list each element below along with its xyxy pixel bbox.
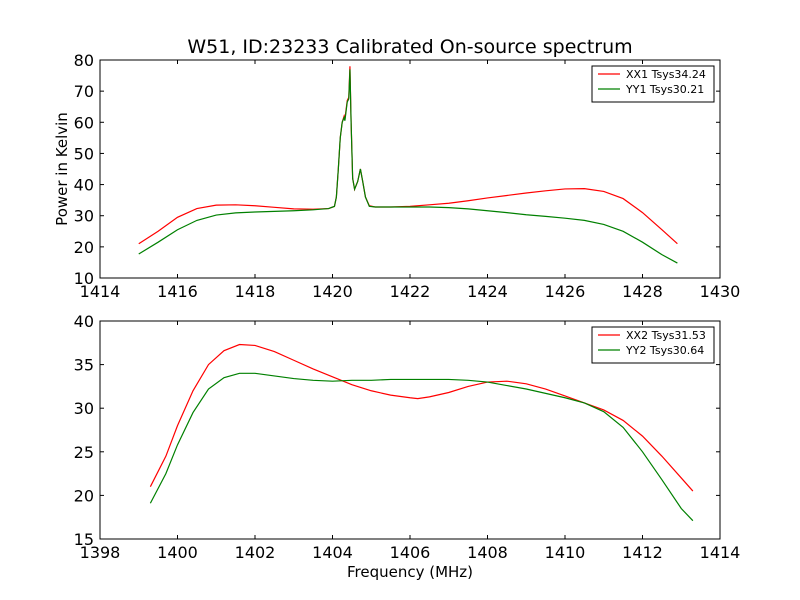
x-tick-label: 1416: [157, 282, 198, 301]
x-tick-label: 1410: [545, 543, 586, 562]
y-tick-label: 80: [74, 51, 94, 70]
x-tick-label: 1424: [467, 282, 508, 301]
y-tick-label: 20: [74, 238, 94, 257]
y-tick-label: 40: [74, 312, 94, 331]
x-axis-label: Frequency (MHz): [347, 563, 473, 581]
legend-label: XX2 Tsys31.53: [626, 329, 706, 342]
x-tick-label: 1418: [235, 282, 276, 301]
y-tick-label: 20: [74, 486, 94, 505]
legend-label: XX1 Tsys34.24: [626, 68, 706, 81]
x-tick-label: 1398: [80, 543, 121, 562]
legend-label: YY1 Tsys30.21: [625, 83, 704, 96]
y-tick-label: 60: [74, 113, 94, 132]
y-tick-label: 35: [74, 356, 94, 375]
series-line-2: [149, 372, 694, 522]
x-tick-label: 1426: [545, 282, 586, 301]
y-tick-label: 40: [74, 176, 94, 195]
x-tick-label: 1428: [622, 282, 663, 301]
y-tick-label: 50: [74, 144, 94, 163]
x-tick-label: 1400: [157, 543, 198, 562]
chart-title: W51, ID:23233 Calibrated On-source spect…: [187, 36, 632, 58]
y-tick-label: 25: [74, 443, 94, 462]
legend-label: YY2 Tsys30.64: [625, 344, 704, 357]
legend-box: [591, 326, 715, 364]
legend: XX2 Tsys31.53 YY2 Tsys30.64: [591, 326, 715, 364]
bottom-panel: 1398 1400 1402 1404 1406 1408 1410 1412 1414 15 20…: [74, 312, 741, 581]
x-tick-label: 1422: [390, 282, 431, 301]
y-tick-label: 10: [74, 269, 94, 288]
legend-box: [591, 65, 715, 103]
x-tick-label: 1412: [622, 543, 663, 562]
x-tick-label: 1430: [700, 282, 741, 301]
series-line-1: [149, 343, 694, 492]
x-tick-label: 1414: [700, 543, 741, 562]
y-tick-label: 30: [74, 207, 94, 226]
y-tick-label: 70: [74, 82, 94, 101]
y-axis-label: Power in Kelvin: [53, 112, 71, 226]
x-tick-label: 1404: [312, 543, 353, 562]
x-tick-label: 1414: [80, 282, 121, 301]
series-line-2: [138, 69, 678, 264]
y-tick-label: 30: [74, 399, 94, 418]
x-tick-label: 1408: [467, 543, 508, 562]
x-tick-label: 1402: [235, 543, 276, 562]
y-tick-label: 15: [74, 530, 94, 549]
x-tick-label: 1420: [312, 282, 353, 301]
x-tick-label: 1406: [390, 543, 431, 562]
legend: XX1 Tsys34.24 YY1 Tsys30.21: [591, 65, 715, 103]
top-panel: 1414 1416 1418 1420 1422 1424 1426 1428 1430 10 20…: [53, 51, 740, 301]
